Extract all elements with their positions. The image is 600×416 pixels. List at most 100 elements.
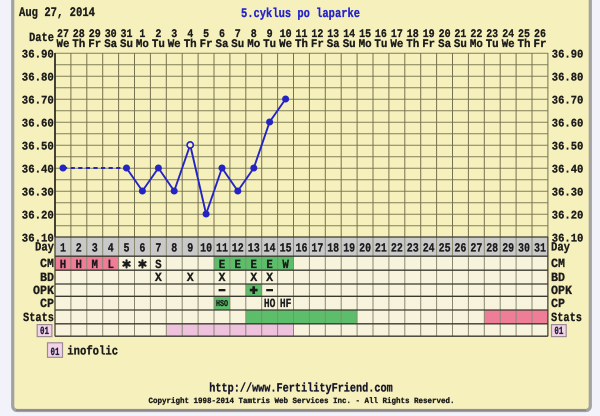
- svg-text:X: X: [219, 271, 226, 285]
- svg-text:9: 9: [267, 28, 273, 41]
- svg-text:HSO: HSO: [216, 299, 228, 309]
- svg-text:CM: CM: [40, 257, 54, 271]
- svg-text:H: H: [76, 258, 83, 272]
- svg-text:36.50: 36.50: [552, 141, 584, 154]
- svg-text:http://www.FertilityFriend.com: http://www.FertilityFriend.com: [209, 382, 393, 396]
- svg-text:E: E: [266, 258, 273, 272]
- svg-text:We: We: [279, 38, 292, 51]
- svg-text:Tu: Tu: [263, 38, 276, 51]
- svg-text:36.70: 36.70: [22, 95, 54, 108]
- svg-text:36.10: 36.10: [552, 233, 584, 246]
- svg-text:M: M: [92, 258, 99, 272]
- svg-text:22: 22: [470, 28, 482, 41]
- svg-text:Fr: Fr: [534, 38, 547, 51]
- svg-text:01: 01: [51, 347, 60, 359]
- svg-text:Stats: Stats: [551, 311, 582, 325]
- svg-text:12: 12: [232, 242, 244, 256]
- svg-text:01: 01: [40, 326, 49, 338]
- svg-text:4: 4: [187, 28, 193, 41]
- svg-text:13: 13: [248, 242, 260, 256]
- svg-text:6: 6: [139, 242, 145, 256]
- svg-text:23: 23: [486, 28, 498, 41]
- svg-text:W: W: [282, 258, 289, 272]
- svg-text:Fr: Fr: [200, 38, 213, 51]
- svg-text:27: 27: [470, 242, 482, 256]
- svg-text:29: 29: [89, 28, 101, 41]
- svg-text:H: H: [60, 258, 67, 272]
- svg-text:14: 14: [264, 242, 276, 256]
- svg-text:1: 1: [60, 242, 66, 256]
- svg-text:36.40: 36.40: [552, 164, 584, 177]
- svg-text:29: 29: [502, 242, 514, 256]
- svg-text:10: 10: [280, 28, 292, 41]
- svg-text:Fr: Fr: [88, 38, 101, 51]
- svg-text:5: 5: [203, 28, 209, 41]
- svg-text:Th: Th: [184, 38, 197, 51]
- svg-text:OPK: OPK: [33, 284, 54, 298]
- svg-text:19: 19: [343, 242, 355, 256]
- svg-text:16: 16: [296, 242, 308, 256]
- svg-text:inofolic: inofolic: [67, 345, 118, 359]
- svg-text:36.30: 36.30: [22, 187, 54, 200]
- svg-text:Tu: Tu: [486, 38, 499, 51]
- svg-text:3: 3: [171, 28, 177, 41]
- svg-text:36.70: 36.70: [552, 95, 584, 108]
- svg-text:26: 26: [454, 242, 466, 256]
- svg-text:HF: HF: [280, 297, 292, 311]
- svg-text:18: 18: [327, 242, 339, 256]
- svg-text:21: 21: [454, 28, 466, 41]
- svg-text:Th: Th: [518, 38, 531, 51]
- svg-text:CP: CP: [40, 297, 54, 311]
- svg-text:13: 13: [327, 28, 339, 41]
- svg-text:OPK: OPK: [551, 284, 572, 298]
- svg-text:5.cyklus po laparke: 5.cyklus po laparke: [241, 6, 360, 21]
- svg-text:Stats: Stats: [23, 311, 54, 325]
- svg-text:28: 28: [73, 28, 85, 41]
- svg-text:We: We: [168, 38, 181, 51]
- svg-text:X: X: [266, 271, 273, 285]
- svg-text:BD: BD: [40, 271, 54, 285]
- svg-text:5: 5: [124, 242, 130, 256]
- svg-text:36.30: 36.30: [552, 187, 584, 200]
- svg-text:8: 8: [251, 28, 257, 41]
- svg-text:16: 16: [375, 28, 387, 41]
- svg-text:E: E: [251, 258, 258, 272]
- svg-text:30: 30: [518, 242, 530, 256]
- svg-text:3: 3: [92, 242, 98, 256]
- svg-text:CP: CP: [551, 297, 565, 311]
- svg-text:BD: BD: [551, 271, 565, 285]
- svg-text:Sa: Sa: [327, 38, 340, 51]
- svg-text:31: 31: [121, 28, 133, 41]
- svg-text:We: We: [502, 38, 515, 51]
- svg-text:11: 11: [216, 242, 228, 256]
- svg-text:E: E: [235, 258, 242, 272]
- svg-text:30: 30: [105, 28, 117, 41]
- svg-text:X: X: [155, 271, 162, 285]
- svg-text:Tu: Tu: [374, 38, 387, 51]
- svg-text:Aug 27, 2014: Aug 27, 2014: [19, 5, 95, 20]
- svg-text:4: 4: [108, 242, 114, 256]
- svg-text:We: We: [57, 38, 70, 51]
- svg-text:We: We: [390, 38, 403, 51]
- svg-text:20: 20: [359, 242, 371, 256]
- svg-text:Sa: Sa: [438, 38, 451, 51]
- svg-text:15: 15: [280, 242, 292, 256]
- svg-text:12: 12: [311, 28, 323, 41]
- svg-text:2: 2: [76, 242, 82, 256]
- svg-text:9: 9: [187, 242, 193, 256]
- svg-text:28: 28: [486, 242, 498, 256]
- svg-text:Su: Su: [454, 38, 467, 51]
- svg-text:27: 27: [57, 28, 69, 41]
- svg-text:Su: Su: [343, 38, 356, 51]
- svg-text:1: 1: [139, 28, 145, 41]
- svg-text:26: 26: [534, 28, 546, 41]
- svg-text:8: 8: [171, 242, 177, 256]
- svg-text:Mo: Mo: [359, 38, 372, 51]
- svg-text:Tu: Tu: [152, 38, 165, 51]
- svg-text:Sa: Sa: [216, 38, 229, 51]
- svg-text:24: 24: [423, 242, 435, 256]
- svg-text:6: 6: [219, 28, 225, 41]
- svg-text:S: S: [155, 258, 162, 272]
- svg-text:Fr: Fr: [422, 38, 435, 51]
- svg-text:24: 24: [502, 28, 514, 41]
